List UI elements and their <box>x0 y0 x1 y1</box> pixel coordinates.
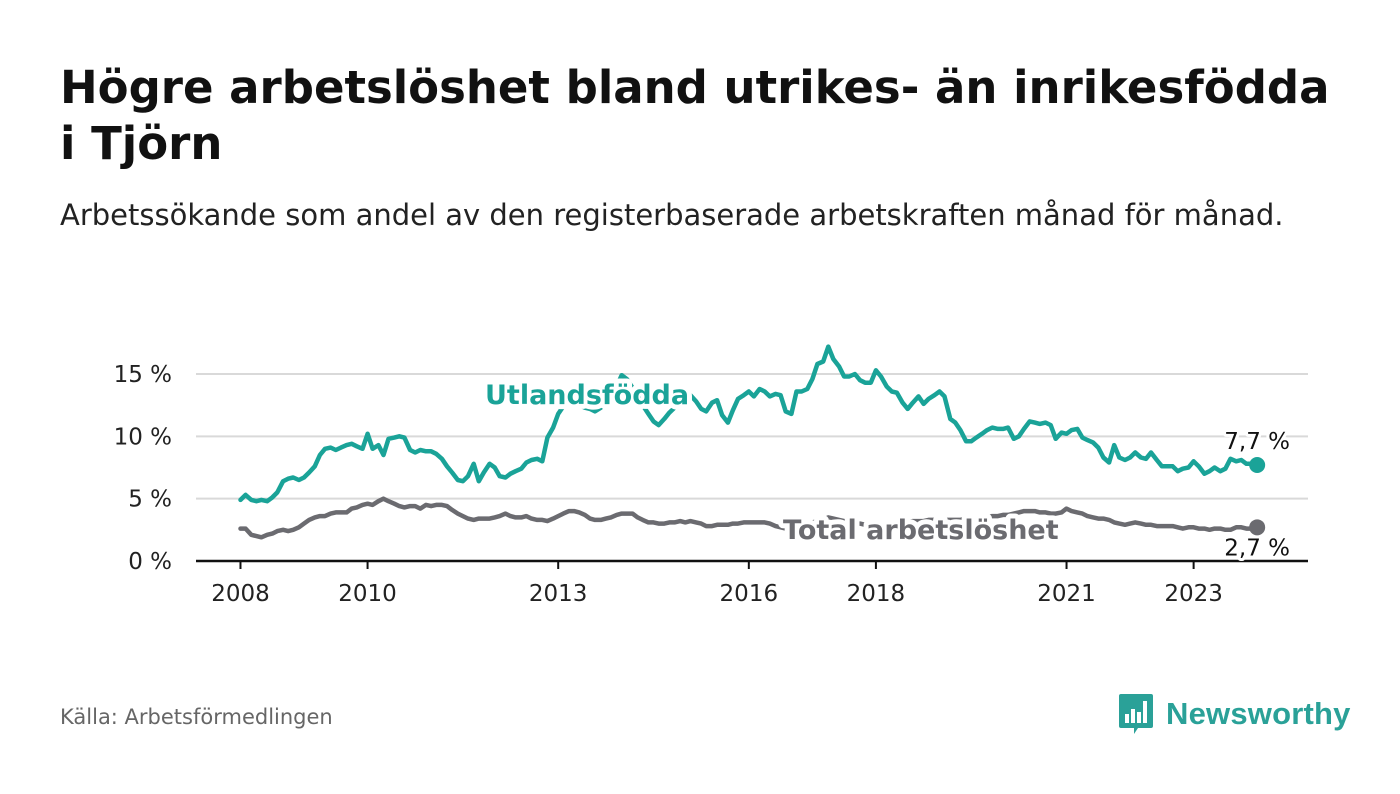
y-tick-label: 10 % <box>114 424 172 450</box>
series-label-total: Total arbetslöshet <box>783 515 1059 546</box>
x-tick-label: 2008 <box>211 581 270 607</box>
series-line-total <box>238 496 1260 540</box>
series-label-total-halo: Total arbetslöshet <box>783 515 1059 546</box>
x-tick-label: 2018 <box>847 581 906 607</box>
x-tick-label: 2016 <box>720 581 779 607</box>
axes: 0 % 5 % 10 % 15 % 2008 2010 2013 2016 2018 2021 20… <box>114 362 1308 607</box>
series-lines <box>238 344 1266 540</box>
chart-subtitle: Arbetssökande som andel av den registerb… <box>60 198 1284 232</box>
source-note: Källa: Arbetsförmedlingen <box>60 705 333 729</box>
line-chart: 0 % 5 % 10 % 15 % 2008 2010 2013 2016 2018 2021 20… <box>114 344 1308 607</box>
y-tick-label: 0 % <box>128 549 172 575</box>
end-label-utlandsfodda: 7,7 % <box>1224 429 1290 455</box>
y-tick-label: 15 % <box>114 362 172 388</box>
x-tick-label: 2021 <box>1037 581 1096 607</box>
end-label-total-halo: 2,7 % <box>1224 535 1290 561</box>
chart-title: Högre arbetslöshet bland utrikes- än inr… <box>60 61 1330 170</box>
brand-name: Newsworthy <box>1166 696 1351 731</box>
brand-logo[interactable]: Newsworthy <box>1118 690 1351 738</box>
series-label-utlandsfodda: Utlandsfödda <box>485 380 689 411</box>
end-point-utlandsfodda <box>1249 457 1266 474</box>
newsworthy-logo-icon <box>1119 694 1153 734</box>
end-point-total <box>1249 519 1266 536</box>
x-tick-label: 2023 <box>1164 581 1223 607</box>
end-label-utlandsfodda-halo: 7,7 % <box>1224 429 1290 455</box>
x-tick-label: 2010 <box>338 581 397 607</box>
y-tick-label: 5 % <box>128 487 172 513</box>
end-label-total: 2,7 % <box>1224 535 1290 561</box>
series-line-utlandsfodda <box>238 344 1260 504</box>
x-tick-label: 2013 <box>529 581 588 607</box>
series-label-utlandsfodda-halo: Utlandsfödda <box>485 380 689 411</box>
